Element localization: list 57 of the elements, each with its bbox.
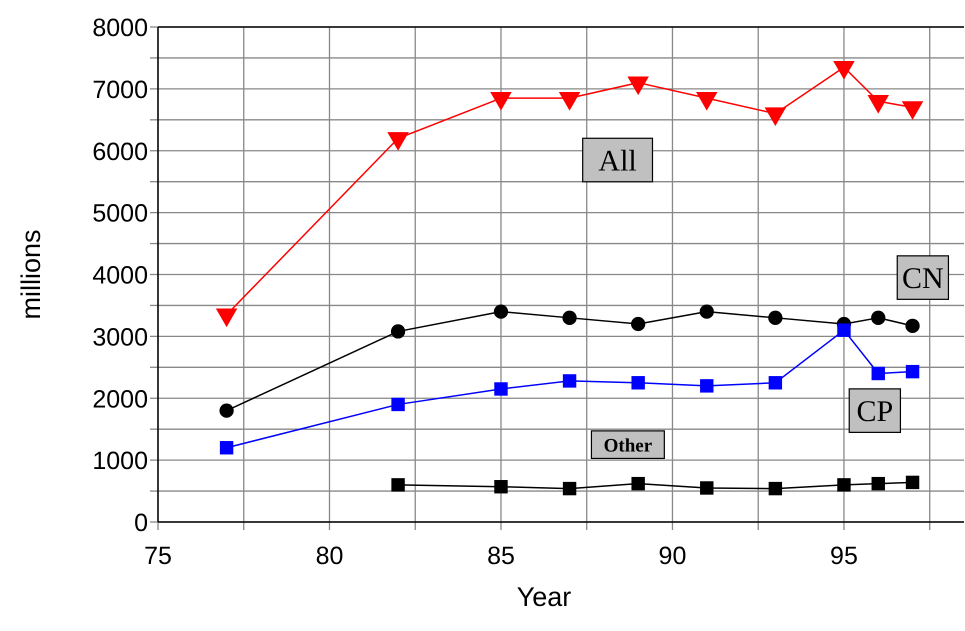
point — [631, 316, 646, 332]
series-label: All — [598, 144, 637, 178]
point — [562, 310, 577, 325]
y-axis-title: millions — [16, 229, 46, 320]
series-label: CN — [902, 262, 944, 296]
x-tick-label: 85 — [487, 542, 515, 570]
x-tick-label: 90 — [658, 542, 686, 570]
point — [768, 310, 782, 325]
point — [872, 476, 885, 490]
point — [871, 310, 886, 325]
point — [387, 132, 409, 151]
point — [390, 324, 406, 339]
series-label: Other — [604, 435, 653, 456]
point — [562, 374, 576, 388]
point — [700, 481, 714, 495]
point — [768, 376, 782, 390]
point — [768, 482, 782, 496]
y-tick-label: 2000 — [92, 385, 148, 414]
x-axis-title: Year — [516, 582, 572, 612]
point — [558, 92, 580, 111]
point — [494, 304, 508, 319]
point — [490, 92, 512, 111]
point — [220, 441, 234, 454]
point — [696, 92, 718, 111]
point — [219, 404, 234, 418]
y-tick-label: 1000 — [92, 447, 148, 476]
point — [562, 482, 576, 496]
point — [833, 61, 855, 80]
point — [837, 323, 851, 337]
point — [494, 480, 508, 494]
point — [494, 382, 508, 396]
point — [391, 478, 405, 492]
point — [868, 95, 889, 114]
point — [837, 478, 851, 492]
y-tick-label: 0 — [134, 509, 148, 537]
point — [391, 398, 405, 412]
point — [631, 376, 645, 390]
y-tick-label: 7000 — [92, 76, 148, 104]
y-tick-label: 6000 — [92, 138, 148, 166]
x-tick-label: 75 — [144, 542, 172, 570]
y-tick-label: 8000 — [92, 14, 148, 42]
point — [905, 318, 920, 333]
point — [764, 107, 786, 126]
point — [700, 379, 714, 393]
y-tick-label: 4000 — [92, 262, 148, 290]
point — [872, 366, 885, 380]
point — [906, 364, 920, 378]
point — [631, 476, 645, 490]
point — [700, 304, 714, 319]
y-tick-label: 3000 — [92, 323, 148, 352]
point — [627, 76, 649, 96]
x-tick-label: 95 — [830, 542, 858, 570]
series-label: CP — [856, 395, 894, 428]
point — [906, 476, 920, 490]
point — [902, 101, 924, 120]
x-tick-label: 80 — [316, 542, 344, 570]
y-tick-label: 5000 — [92, 200, 148, 228]
